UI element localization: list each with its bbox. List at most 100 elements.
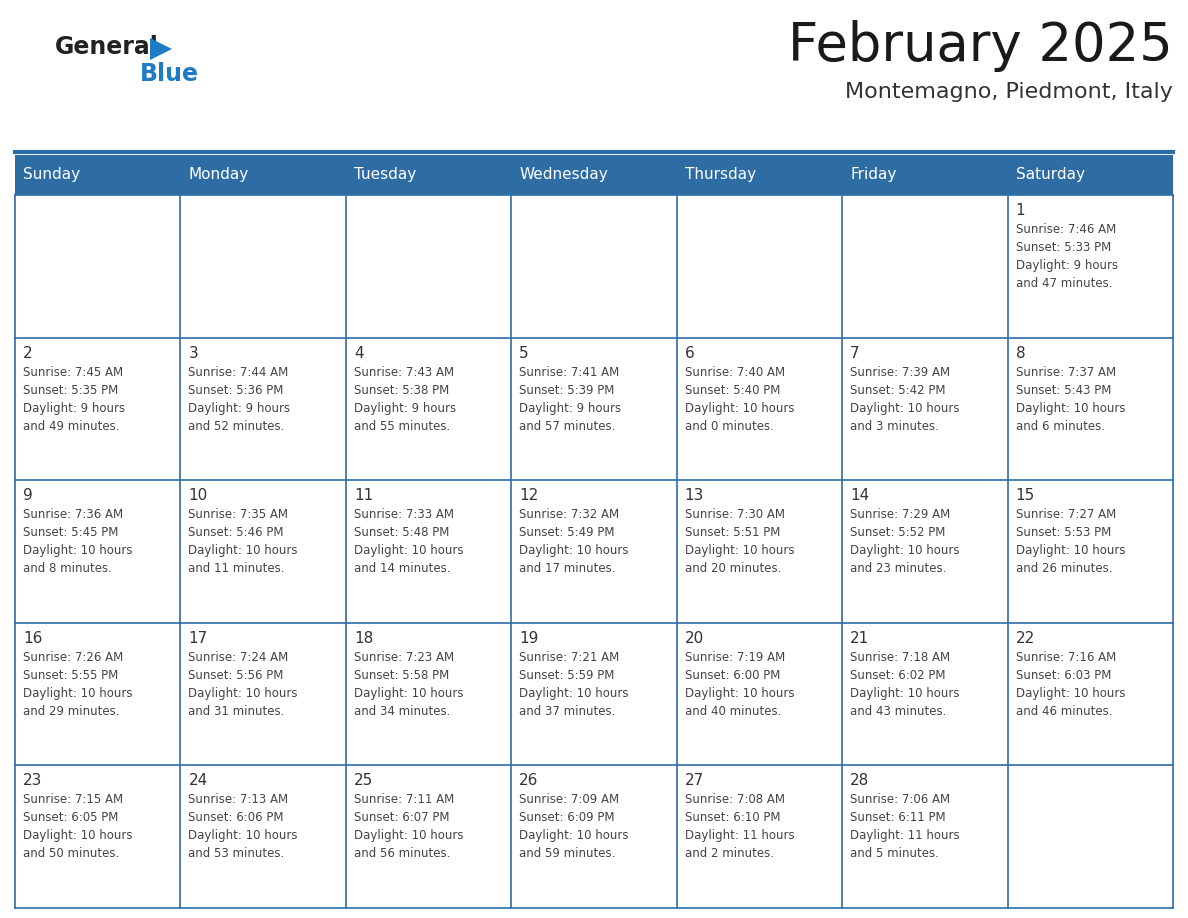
Text: Sunset: 5:39 PM: Sunset: 5:39 PM	[519, 384, 614, 397]
Bar	[677, 622, 842, 766]
Text: 27: 27	[684, 773, 704, 789]
Text: and 40 minutes.: and 40 minutes.	[684, 705, 781, 718]
Text: Daylight: 10 hours: Daylight: 10 hours	[851, 401, 960, 415]
Bar	[677, 195, 842, 338]
Bar	[511, 766, 677, 908]
Text: Sunrise: 7:33 AM: Sunrise: 7:33 AM	[354, 509, 454, 521]
Text: Tuesday: Tuesday	[354, 167, 416, 183]
Text: Montemagno, Piedmont, Italy: Montemagno, Piedmont, Italy	[845, 82, 1173, 102]
Text: Wednesday: Wednesday	[519, 167, 608, 183]
Text: and 47 minutes.: and 47 minutes.	[1016, 277, 1112, 290]
Text: 4: 4	[354, 345, 364, 361]
Text: Sunrise: 7:09 AM: Sunrise: 7:09 AM	[519, 793, 619, 806]
Text: Sunset: 6:09 PM: Sunset: 6:09 PM	[519, 812, 614, 824]
Text: Sunset: 5:52 PM: Sunset: 5:52 PM	[851, 526, 946, 539]
Text: and 8 minutes.: and 8 minutes.	[23, 562, 112, 576]
Text: and 55 minutes.: and 55 minutes.	[354, 420, 450, 432]
Text: Daylight: 10 hours: Daylight: 10 hours	[519, 829, 628, 843]
Bar	[181, 338, 346, 480]
Text: 9: 9	[23, 488, 33, 503]
Text: and 29 minutes.: and 29 minutes.	[23, 705, 120, 718]
Text: Daylight: 10 hours: Daylight: 10 hours	[23, 829, 133, 843]
Bar	[346, 622, 511, 766]
Text: Daylight: 10 hours: Daylight: 10 hours	[23, 544, 133, 557]
Text: and 49 minutes.: and 49 minutes.	[23, 420, 120, 432]
Text: Sunrise: 7:08 AM: Sunrise: 7:08 AM	[684, 793, 785, 806]
Text: Sunset: 6:02 PM: Sunset: 6:02 PM	[851, 669, 946, 682]
Text: and 2 minutes.: and 2 minutes.	[684, 847, 773, 860]
Text: Sunset: 5:49 PM: Sunset: 5:49 PM	[519, 526, 614, 539]
Text: Sunset: 6:07 PM: Sunset: 6:07 PM	[354, 812, 449, 824]
Bar	[15, 480, 181, 622]
Text: Sunrise: 7:06 AM: Sunrise: 7:06 AM	[851, 793, 950, 806]
Text: Daylight: 10 hours: Daylight: 10 hours	[851, 544, 960, 557]
Bar	[346, 480, 511, 622]
Text: Sunset: 5:45 PM: Sunset: 5:45 PM	[23, 526, 119, 539]
Bar	[842, 338, 1007, 480]
Text: Daylight: 9 hours: Daylight: 9 hours	[23, 401, 125, 415]
Text: 26: 26	[519, 773, 538, 789]
Text: and 52 minutes.: and 52 minutes.	[189, 420, 285, 432]
Text: Daylight: 10 hours: Daylight: 10 hours	[1016, 401, 1125, 415]
Text: Sunrise: 7:21 AM: Sunrise: 7:21 AM	[519, 651, 619, 664]
Text: 1: 1	[1016, 203, 1025, 218]
Text: and 0 minutes.: and 0 minutes.	[684, 420, 773, 432]
Text: Daylight: 10 hours: Daylight: 10 hours	[684, 544, 795, 557]
Text: Daylight: 10 hours: Daylight: 10 hours	[519, 544, 628, 557]
Bar	[181, 622, 346, 766]
Text: Sunrise: 7:41 AM: Sunrise: 7:41 AM	[519, 365, 619, 378]
Text: Sunrise: 7:32 AM: Sunrise: 7:32 AM	[519, 509, 619, 521]
Text: Sunrise: 7:15 AM: Sunrise: 7:15 AM	[23, 793, 124, 806]
Text: Daylight: 10 hours: Daylight: 10 hours	[354, 829, 463, 843]
Text: Daylight: 10 hours: Daylight: 10 hours	[684, 687, 795, 700]
Text: Blue: Blue	[140, 62, 200, 86]
Text: Sunrise: 7:44 AM: Sunrise: 7:44 AM	[189, 365, 289, 378]
Bar	[677, 766, 842, 908]
Text: and 14 minutes.: and 14 minutes.	[354, 562, 450, 576]
Bar	[181, 195, 346, 338]
Text: Daylight: 9 hours: Daylight: 9 hours	[519, 401, 621, 415]
Bar	[1007, 338, 1173, 480]
Text: and 56 minutes.: and 56 minutes.	[354, 847, 450, 860]
Bar	[1007, 480, 1173, 622]
Text: and 17 minutes.: and 17 minutes.	[519, 562, 615, 576]
Bar	[15, 155, 1173, 195]
Text: Sunrise: 7:30 AM: Sunrise: 7:30 AM	[684, 509, 785, 521]
Text: 7: 7	[851, 345, 860, 361]
Polygon shape	[150, 38, 172, 60]
Text: Sunrise: 7:19 AM: Sunrise: 7:19 AM	[684, 651, 785, 664]
Text: Daylight: 9 hours: Daylight: 9 hours	[354, 401, 456, 415]
Text: 17: 17	[189, 631, 208, 645]
Text: and 6 minutes.: and 6 minutes.	[1016, 420, 1105, 432]
Text: 18: 18	[354, 631, 373, 645]
Text: Friday: Friday	[851, 167, 897, 183]
Text: Daylight: 11 hours: Daylight: 11 hours	[851, 829, 960, 843]
Text: Sunday: Sunday	[23, 167, 80, 183]
Text: Sunrise: 7:36 AM: Sunrise: 7:36 AM	[23, 509, 124, 521]
Text: and 43 minutes.: and 43 minutes.	[851, 705, 947, 718]
Bar	[346, 766, 511, 908]
Text: and 53 minutes.: and 53 minutes.	[189, 847, 285, 860]
Bar	[511, 338, 677, 480]
Text: and 26 minutes.: and 26 minutes.	[1016, 562, 1112, 576]
Text: Sunset: 5:46 PM: Sunset: 5:46 PM	[189, 526, 284, 539]
Text: General: General	[55, 35, 159, 59]
Text: Sunrise: 7:26 AM: Sunrise: 7:26 AM	[23, 651, 124, 664]
Text: and 5 minutes.: and 5 minutes.	[851, 847, 939, 860]
Text: Sunrise: 7:11 AM: Sunrise: 7:11 AM	[354, 793, 454, 806]
Text: Daylight: 9 hours: Daylight: 9 hours	[1016, 259, 1118, 272]
Text: Sunset: 6:11 PM: Sunset: 6:11 PM	[851, 812, 946, 824]
Text: Daylight: 10 hours: Daylight: 10 hours	[189, 687, 298, 700]
Text: Sunset: 6:05 PM: Sunset: 6:05 PM	[23, 812, 119, 824]
Text: 10: 10	[189, 488, 208, 503]
Text: 11: 11	[354, 488, 373, 503]
Text: Sunset: 5:42 PM: Sunset: 5:42 PM	[851, 384, 946, 397]
Text: and 3 minutes.: and 3 minutes.	[851, 420, 939, 432]
Text: Sunset: 5:51 PM: Sunset: 5:51 PM	[684, 526, 781, 539]
Bar	[1007, 622, 1173, 766]
Text: Sunrise: 7:23 AM: Sunrise: 7:23 AM	[354, 651, 454, 664]
Text: Monday: Monday	[189, 167, 248, 183]
Text: and 46 minutes.: and 46 minutes.	[1016, 705, 1112, 718]
Text: and 57 minutes.: and 57 minutes.	[519, 420, 615, 432]
Text: Sunrise: 7:16 AM: Sunrise: 7:16 AM	[1016, 651, 1116, 664]
